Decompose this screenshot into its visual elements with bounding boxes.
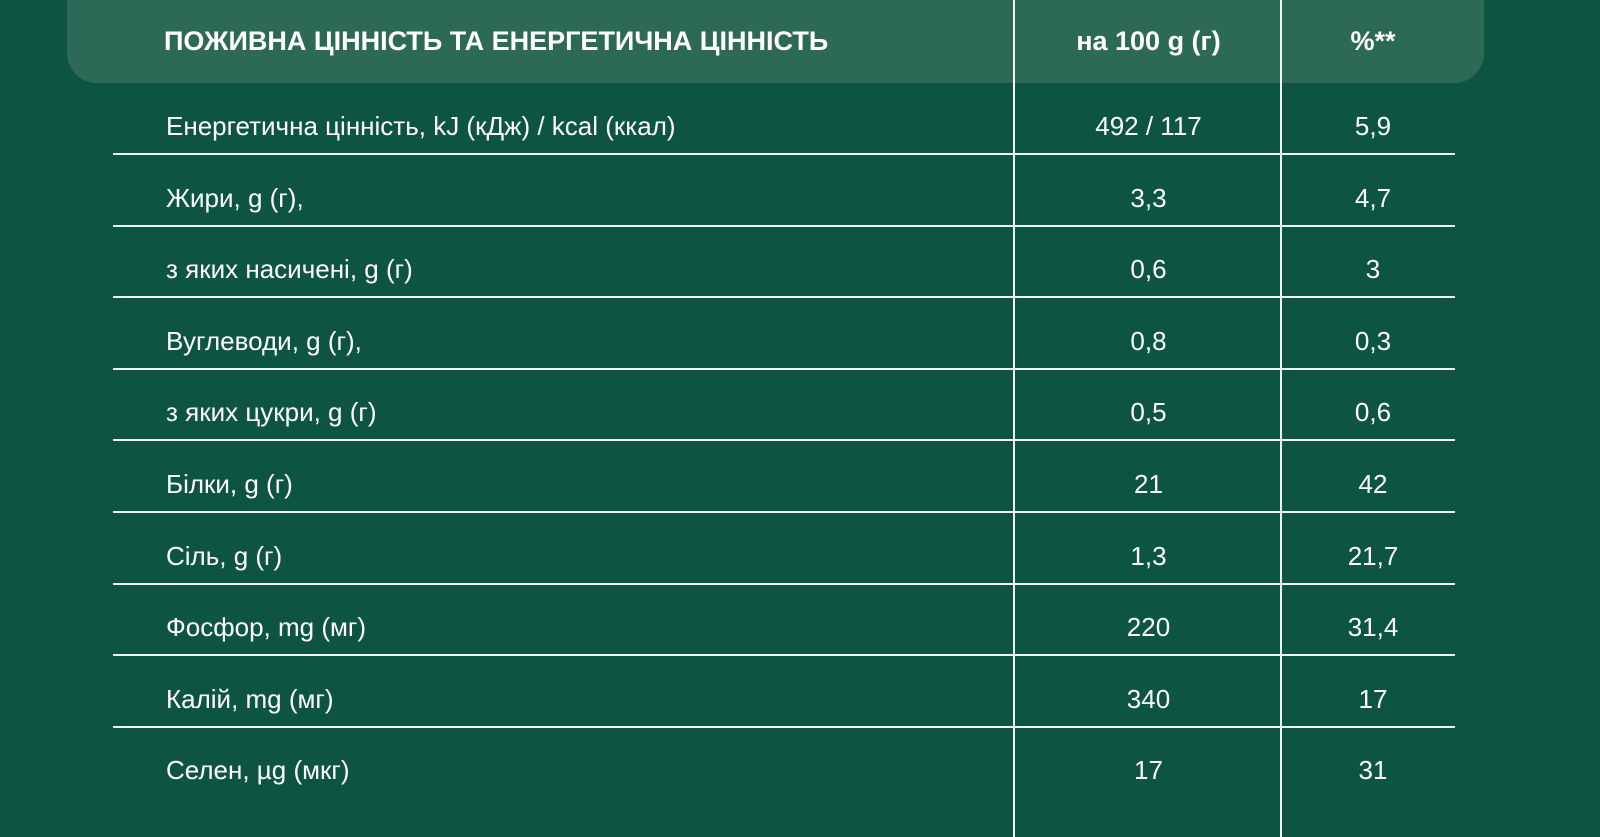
table-row: Вуглеводи, g (г), 0,8 0,3 <box>0 306 1600 377</box>
header-nutrition-title: ПОЖИВНА ЦІННІСТЬ ТА ЕНЕРГЕТИЧНА ЦІННІСТЬ <box>164 26 829 56</box>
table-row: Селен, µg (мкг) 17 31 <box>0 735 1600 806</box>
value-percent: 31,4 <box>1347 612 1399 643</box>
value-percent: 0,3 <box>1354 325 1392 356</box>
header-per-100g: на 100 g (г) <box>1076 26 1221 56</box>
column-divider <box>1280 0 1282 837</box>
nutrient-name: Калій, mg (мг) <box>166 683 334 714</box>
table-row: Жири, g (г), 3,3 4,7 <box>0 163 1600 234</box>
value-per-100g: 17 <box>1134 755 1163 786</box>
nutrient-name: Сіль, g (г) <box>166 540 283 571</box>
table-row: з яких насичені, g (г) 0,6 3 <box>0 234 1600 305</box>
nutrient-name: Селен, µg (мкг) <box>166 755 350 786</box>
table-row: Білки, g (г) 21 42 <box>0 449 1600 520</box>
value-percent: 17 <box>1358 683 1388 714</box>
row-divider <box>113 511 1455 513</box>
row-divider <box>113 367 1455 370</box>
nutrient-name: Білки, g (г) <box>166 469 293 499</box>
row-divider <box>113 296 1455 299</box>
table-row: Калій, mg (мг) 340 17 <box>0 664 1600 735</box>
nutrient-name: Вуглеводи, g (г), <box>166 325 362 356</box>
value-percent: 42 <box>1358 469 1388 499</box>
value-per-100g: 1,3 <box>1130 540 1167 571</box>
row-divider <box>113 153 1455 155</box>
value-per-100g: 0,8 <box>1130 325 1167 356</box>
nutrient-name: Фосфор, mg (мг) <box>166 612 367 643</box>
value-percent: 0,6 <box>1354 397 1392 428</box>
value-percent: 3 <box>1365 254 1381 285</box>
row-divider <box>113 725 1455 728</box>
row-divider <box>113 224 1455 227</box>
value-percent: 21,7 <box>1347 540 1399 571</box>
header-percent: %** <box>1350 26 1396 56</box>
value-per-100g: 492 / 117 <box>1095 111 1202 141</box>
value-percent: 5,9 <box>1354 111 1392 141</box>
nutrient-name: Жири, g (г), <box>166 182 304 213</box>
value-percent: 4,7 <box>1354 182 1392 213</box>
value-per-100g: 0,6 <box>1130 254 1167 285</box>
table-row: з яких цукри, g (г) 0,5 0,6 <box>0 377 1600 448</box>
value-per-100g: 21 <box>1134 469 1163 499</box>
value-per-100g: 220 <box>1126 612 1171 643</box>
row-divider <box>113 654 1455 657</box>
table-row: Фосфор, mg (мг) 220 31,4 <box>0 592 1600 663</box>
nutrient-name: з яких насичені, g (г) <box>166 254 413 285</box>
value-percent: 31 <box>1358 755 1388 786</box>
table-row: Енергетична цінність, kJ (кДж) / kcal (к… <box>0 91 1600 162</box>
column-divider <box>1013 0 1015 837</box>
table-header-background <box>67 0 1484 83</box>
row-divider <box>113 439 1455 442</box>
value-per-100g: 340 <box>1126 683 1171 714</box>
nutrient-name: Енергетична цінність, kJ (кДж) / kcal (к… <box>166 111 676 141</box>
row-divider <box>113 582 1455 585</box>
value-per-100g: 3,3 <box>1130 182 1167 213</box>
table-row: Сіль, g (г) 1,3 21,7 <box>0 521 1600 592</box>
value-per-100g: 0,5 <box>1130 397 1167 428</box>
nutrient-name: з яких цукри, g (г) <box>166 397 377 428</box>
